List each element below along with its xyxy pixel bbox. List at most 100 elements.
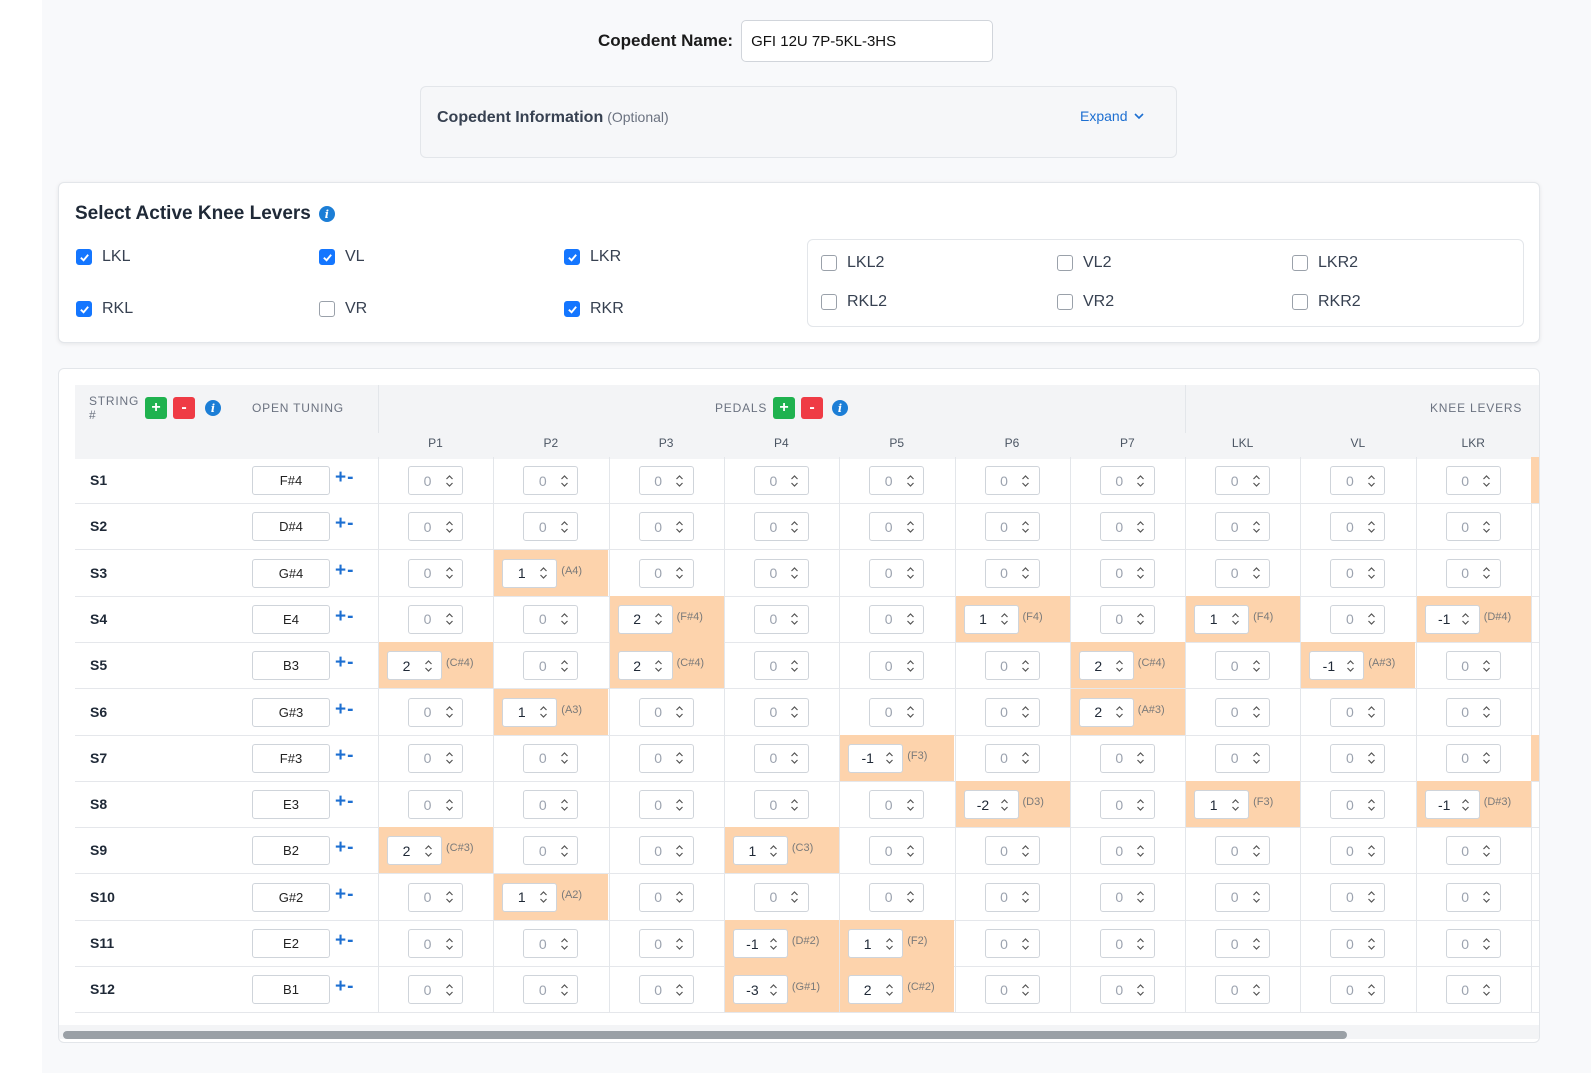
- change-number-input[interactable]: 0: [1445, 836, 1501, 866]
- spinner-arrows-icon[interactable]: [536, 566, 550, 580]
- change-number-input[interactable]: 2: [387, 836, 442, 866]
- spinner-arrows-icon[interactable]: [998, 612, 1012, 626]
- change-number-input[interactable]: 0: [1445, 651, 1501, 681]
- spinner-arrows-icon[interactable]: [1364, 890, 1378, 904]
- change-number-input[interactable]: -1: [1424, 790, 1480, 820]
- change-number-input[interactable]: 2: [1078, 697, 1134, 727]
- change-number-input[interactable]: 0: [1215, 512, 1271, 542]
- spinner-arrows-icon[interactable]: [788, 798, 802, 812]
- change-number-input[interactable]: 0: [753, 466, 809, 495]
- spinner-arrows-icon[interactable]: [1480, 937, 1494, 951]
- spinner-arrows-icon[interactable]: [1134, 798, 1148, 812]
- change-number-input[interactable]: 0: [984, 651, 1040, 681]
- semitone-down-button[interactable]: -: [347, 513, 355, 535]
- checkbox-unchecked-icon[interactable]: [319, 301, 335, 317]
- change-number-input[interactable]: 0: [1445, 558, 1501, 588]
- open-tuning-input[interactable]: B1: [252, 975, 330, 1005]
- semitone-down-button[interactable]: -: [347, 883, 355, 905]
- spinner-arrows-icon[interactable]: [882, 751, 896, 765]
- spinner-arrows-icon[interactable]: [767, 937, 781, 951]
- change-number-input[interactable]: 0: [408, 604, 463, 634]
- change-number-input[interactable]: 1: [848, 929, 904, 958]
- spinner-arrows-icon[interactable]: [882, 937, 896, 951]
- change-number-input[interactable]: 0: [1215, 651, 1271, 681]
- semitone-up-button[interactable]: +: [335, 976, 348, 998]
- change-number-input[interactable]: 0: [1445, 929, 1501, 958]
- checkbox-checked-icon[interactable]: [76, 301, 92, 317]
- change-number-input[interactable]: 2: [617, 604, 673, 634]
- change-number-input[interactable]: 0: [408, 697, 463, 727]
- spinner-arrows-icon[interactable]: [673, 751, 687, 765]
- spinner-arrows-icon[interactable]: [903, 890, 917, 904]
- spinner-arrows-icon[interactable]: [1134, 566, 1148, 580]
- knee-lever-checkbox-vl[interactable]: VL: [319, 248, 365, 266]
- spinner-arrows-icon[interactable]: [903, 520, 917, 534]
- spinner-arrows-icon[interactable]: [903, 474, 917, 488]
- open-tuning-input[interactable]: B3: [252, 651, 330, 681]
- knee-lever-checkbox-lkr2[interactable]: LKR2: [1292, 254, 1358, 272]
- change-number-input[interactable]: 0: [1099, 975, 1155, 1005]
- spinner-arrows-icon[interactable]: [1019, 983, 1033, 997]
- open-tuning-input[interactable]: F#4: [252, 466, 330, 495]
- spinner-arrows-icon[interactable]: [442, 890, 456, 904]
- spinner-arrows-icon[interactable]: [1480, 474, 1494, 488]
- spinner-arrows-icon[interactable]: [1249, 705, 1263, 719]
- spinner-arrows-icon[interactable]: [442, 612, 456, 626]
- spinner-arrows-icon[interactable]: [1134, 520, 1148, 534]
- change-number-input[interactable]: -2: [963, 790, 1019, 820]
- change-number-input[interactable]: 0: [1330, 604, 1386, 634]
- semitone-up-button[interactable]: +: [335, 513, 348, 535]
- spinner-arrows-icon[interactable]: [882, 983, 896, 997]
- spinner-arrows-icon[interactable]: [1019, 566, 1033, 580]
- semitone-up-button[interactable]: +: [335, 652, 348, 674]
- spinner-arrows-icon[interactable]: [421, 844, 435, 858]
- spinner-arrows-icon[interactable]: [557, 937, 571, 951]
- spinner-arrows-icon[interactable]: [1364, 612, 1378, 626]
- knee-lever-checkbox-vl2[interactable]: VL2: [1057, 254, 1111, 272]
- change-number-input[interactable]: 0: [984, 697, 1040, 727]
- spinner-arrows-icon[interactable]: [557, 520, 571, 534]
- spinner-arrows-icon[interactable]: [1134, 751, 1148, 765]
- semitone-down-button[interactable]: -: [347, 930, 355, 951]
- change-number-input[interactable]: 0: [753, 882, 809, 912]
- semitone-up-button[interactable]: +: [335, 791, 348, 813]
- change-number-input[interactable]: 0: [1215, 743, 1271, 773]
- change-number-input[interactable]: 0: [869, 651, 925, 681]
- change-number-input[interactable]: 0: [1330, 743, 1386, 773]
- spinner-arrows-icon[interactable]: [1364, 751, 1378, 765]
- change-number-input[interactable]: -1: [1309, 651, 1365, 681]
- spinner-arrows-icon[interactable]: [652, 612, 666, 626]
- change-number-input[interactable]: 0: [984, 836, 1040, 866]
- change-number-input[interactable]: 0: [638, 882, 694, 912]
- change-number-input[interactable]: 0: [1445, 466, 1501, 495]
- checkbox-unchecked-icon[interactable]: [1057, 255, 1073, 271]
- checkbox-checked-icon[interactable]: [319, 249, 335, 265]
- change-number-input[interactable]: 0: [408, 558, 463, 588]
- remove-string-button[interactable]: -: [173, 397, 195, 419]
- spinner-arrows-icon[interactable]: [1480, 890, 1494, 904]
- knee-lever-checkbox-rkr[interactable]: RKR: [564, 300, 624, 318]
- change-number-input[interactable]: 0: [1099, 558, 1155, 588]
- change-number-input[interactable]: 1: [502, 882, 558, 912]
- spinner-arrows-icon[interactable]: [1249, 983, 1263, 997]
- spinner-arrows-icon[interactable]: [1249, 751, 1263, 765]
- change-number-input[interactable]: 0: [869, 466, 925, 495]
- change-number-input[interactable]: 0: [1330, 975, 1386, 1005]
- change-number-input[interactable]: 1: [502, 558, 558, 588]
- change-number-input[interactable]: 0: [523, 512, 579, 542]
- checkbox-checked-icon[interactable]: [564, 301, 580, 317]
- spinner-arrows-icon[interactable]: [788, 751, 802, 765]
- string-info-icon[interactable]: i: [205, 400, 221, 416]
- spinner-arrows-icon[interactable]: [1480, 983, 1494, 997]
- change-number-input[interactable]: 0: [1330, 466, 1386, 495]
- spinner-arrows-icon[interactable]: [557, 751, 571, 765]
- change-number-input[interactable]: 0: [1330, 836, 1386, 866]
- spinner-arrows-icon[interactable]: [442, 705, 456, 719]
- change-number-input[interactable]: 0: [1330, 790, 1386, 820]
- change-number-input[interactable]: 0: [523, 651, 579, 681]
- change-number-input[interactable]: 1: [502, 697, 558, 727]
- spinner-arrows-icon[interactable]: [1249, 659, 1263, 673]
- semitone-up-button[interactable]: +: [335, 467, 348, 488]
- knee-lever-checkbox-lkl2[interactable]: LKL2: [821, 254, 884, 272]
- change-number-input[interactable]: 0: [1099, 882, 1155, 912]
